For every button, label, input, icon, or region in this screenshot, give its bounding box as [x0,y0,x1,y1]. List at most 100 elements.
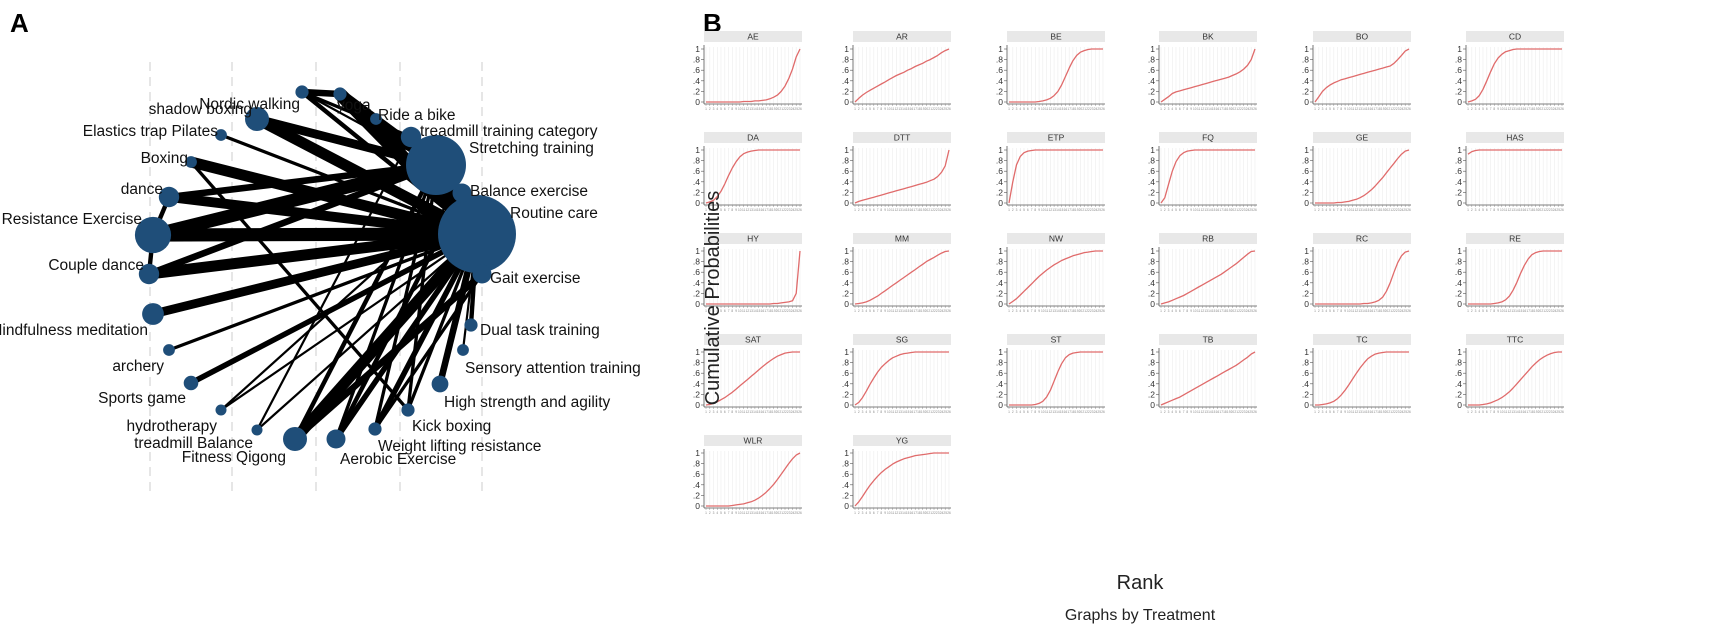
facet-x-tick-label: 21 [1541,208,1545,212]
network-edge [406,164,438,411]
facet-x-tick-label: 1 [1467,309,1469,313]
facet-x-tick-label: 4 [1019,309,1021,313]
facet-x-tick-label: 18 [768,410,772,414]
facet-x-tick-label: 11 [1197,309,1201,313]
facet-x-tick-label: 5 [1329,208,1331,212]
facet-re: RE0.2.4.6.811 2 3 4 5 6 7 8 9 10 11 12 13 14 15 16 17 18 1… [1455,233,1564,313]
facet-x-tick-label: 14 [1056,410,1060,414]
facet-x-tick-label: 26 [1560,208,1564,212]
facet-x-tick-label: 5 [720,511,722,515]
facet-x-tick-label: 16 [910,410,914,414]
facet-x-tick-label: 4 [716,511,718,515]
facet-x-tick-label: 11 [742,511,746,515]
facet-x-tick-label: 25 [1556,410,1560,414]
facet-x-tick-label: 9 [1344,309,1346,313]
facet-x-tick-label: 10 [738,309,742,313]
facet-x-tick-label: 19 [921,410,925,414]
facet-x-tick-label: 21 [1234,208,1238,212]
facet-x-tick-label: 19 [921,208,925,212]
facet-x-tick-label: 4 [716,107,718,111]
facet-x-tick-label: 17 [1219,208,1223,212]
facet-strip [704,31,802,42]
facet-y-tick-label: .4 [1302,379,1309,389]
facet-y-tick-label: 0 [844,97,849,107]
facet-x-tick-label: 13 [749,410,753,414]
facet-y-tick-label: .8 [1455,257,1462,267]
facet-x-tick-label: 23 [1090,309,1094,313]
facet-x-tick-label: 1 [1314,107,1316,111]
facet-x-tick-label: 26 [947,208,951,212]
facet-y-tick-label: .4 [1302,177,1309,187]
facet-x-tick-label: 17 [764,410,768,414]
network-edge [256,233,478,431]
facet-x-tick-label: 5 [1329,309,1331,313]
facet-x-tick-label: 7 [1337,410,1339,414]
facet-x-tick-label: 13 [1358,208,1362,212]
facet-x-tick-label: 23 [1396,309,1400,313]
network-node-treadmill-training-category [400,126,422,148]
facet-x-tick-label: 14 [1515,208,1519,212]
facet-x-tick-label: 13 [1204,410,1208,414]
facet-x-tick-label: 15 [757,410,761,414]
facet-y-tick-label: 1 [1150,246,1155,256]
facet-curve-tc [1315,351,1409,406]
facet-y-tick-label: .2 [996,389,1003,399]
facet-x-tick-label: 14 [753,107,757,111]
facet-x-tick-label: 21 [1541,309,1545,313]
facet-x-tick-label: 10 [1500,107,1504,111]
facet-x-tick-label: 26 [798,309,802,313]
facet-x-tick-label: 23 [1090,208,1094,212]
facet-x-tick-label: 4 [865,410,867,414]
facet-x-tick-label: 9 [1038,410,1040,414]
facet-x-tick-label: 3 [862,309,864,313]
facet-x-tick-label: 10 [887,410,891,414]
facet-x-tick-label: 19 [772,410,776,414]
facet-x-tick-label: 9 [884,309,886,313]
facet-x-tick-label: 3 [1475,107,1477,111]
facet-y-tick-label: .8 [693,156,700,166]
facet-y-tick-label: 1 [1304,44,1309,54]
network-edge [152,227,478,242]
facet-x-tick-label: 12 [1049,107,1053,111]
facet-y-tick-label: .8 [693,459,700,469]
facet-ge: GE0.2.4.6.811 2 3 4 5 6 7 8 9 10 11 12 13 14 15 16 17 18 1… [1302,132,1411,212]
facet-x-tick-label: 7 [1183,309,1185,313]
facet-x-tick-label: 10 [1041,208,1045,212]
facet-x-tick-label: 17 [913,107,917,111]
facet-x-tick-label: 23 [1549,107,1553,111]
network-node-couple-dance [138,263,160,285]
facet-curve-ttc [1468,351,1562,406]
facet-x-tick-label: 2 [1012,309,1014,313]
facet-x-tick-label: 24 [1246,208,1250,212]
facet-y-tick-label: .4 [693,177,700,187]
facet-x-tick-label: 22 [1238,410,1242,414]
facet-x-tick-label: 16 [761,107,765,111]
facet-y-tick-label: .8 [996,257,1003,267]
facet-x-tick-label: 22 [1392,309,1396,313]
facet-x-tick-label: 3 [1322,309,1324,313]
facet-rc: RC0.2.4.6.811 2 3 4 5 6 7 8 9 10 11 12 13 14 15 16 17 18 1… [1302,233,1411,313]
facet-x-tick-label: 6 [724,511,726,515]
facet-y-tick-label: 0 [695,97,700,107]
facet-x-tick-label: 22 [1545,107,1549,111]
facet-x-tick-label: 14 [1362,410,1366,414]
facet-x-tick-label: 17 [1373,309,1377,313]
facet-x-tick-label: 22 [932,410,936,414]
facet-x-tick-label: 8 [880,511,882,515]
facet-x-tick-label: 24 [1400,208,1404,212]
facet-curve-sat [705,351,800,406]
facet-x-tick-label: 22 [932,208,936,212]
network-node-dance [158,186,180,208]
facet-y-tick-label: .8 [1148,257,1155,267]
facet-x-tick-label: 8 [1034,107,1036,111]
facet-y-tick-label: .6 [693,166,700,176]
facet-x-tick-label: 9 [884,511,886,515]
facet-y-tick-label: 0 [844,198,849,208]
facet-x-tick-label: 10 [738,107,742,111]
facet-x-tick-label: 13 [1511,208,1515,212]
facet-x-tick-label: 4 [865,511,867,515]
facet-x-tick-label: 21 [1388,107,1392,111]
facet-da: DA0.2.4.6.811 2 3 4 5 6 7 8 9 10 11 12 13 14 15 16 17 18 1… [693,132,802,212]
facet-y-tick-label: .2 [1148,86,1155,96]
